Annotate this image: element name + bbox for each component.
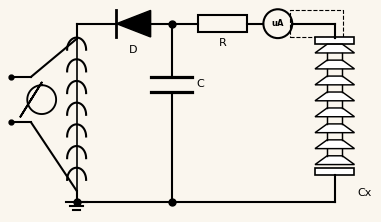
Polygon shape (315, 156, 354, 165)
Text: D: D (129, 45, 138, 55)
Polygon shape (315, 92, 354, 101)
Polygon shape (315, 44, 354, 53)
Text: uA: uA (272, 19, 284, 28)
Polygon shape (315, 60, 354, 69)
Bar (198, 15, 247, 32)
Text: R: R (219, 38, 227, 48)
Polygon shape (117, 10, 150, 37)
Polygon shape (315, 76, 354, 85)
Bar (315, 37, 354, 44)
Text: C: C (196, 79, 204, 89)
Bar (315, 168, 354, 175)
Polygon shape (315, 140, 354, 149)
Polygon shape (315, 124, 354, 133)
Bar (290, 10, 343, 37)
Polygon shape (315, 108, 354, 117)
Text: Cx: Cx (357, 188, 372, 198)
